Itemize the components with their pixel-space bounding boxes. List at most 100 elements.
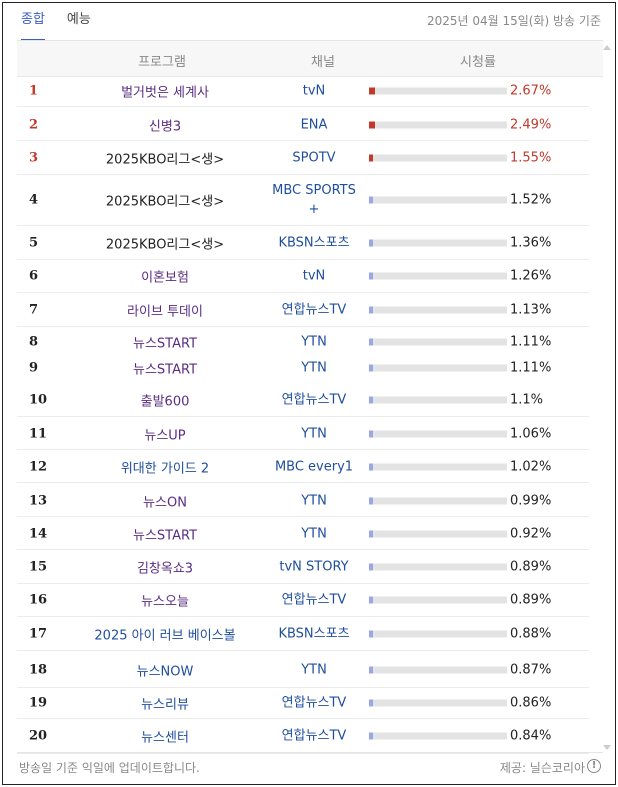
channel-link[interactable]: SPOTV (292, 150, 336, 166)
program-link[interactable]: 뉴스리뷰 (141, 697, 189, 713)
channel-link[interactable]: KBSN스포츠 (278, 235, 350, 251)
rating-value: 1.36% (510, 235, 552, 251)
rank-number: 4 (29, 192, 39, 208)
table-row (17, 483, 589, 517)
table-row (17, 141, 589, 175)
channel-link[interactable]: tvN (302, 268, 326, 284)
program-link[interactable]: 김창옥쇼3 (136, 561, 194, 577)
program-link[interactable]: 출발600 (140, 394, 190, 410)
rating-value: 0.92% (510, 526, 552, 542)
rank-number: 11 (29, 426, 48, 442)
channel-link[interactable]: YTN (301, 426, 327, 442)
rating-value: 0.88% (510, 626, 552, 642)
rating-bar (369, 563, 507, 571)
program-link[interactable]: 뉴스START (132, 336, 198, 352)
rating-bar-fill (369, 430, 373, 438)
channel-link[interactable]: MBC every1 (274, 459, 354, 475)
scroll-up-icon[interactable] (603, 45, 611, 50)
rating-bar-fill (369, 666, 373, 674)
info-icon[interactable]: ! (587, 759, 601, 773)
rating-bar-fill (369, 732, 373, 740)
rating-bar (369, 430, 507, 438)
table-row (17, 260, 589, 293)
rating-bar-fill (369, 272, 373, 280)
rating-value: 1.06% (510, 426, 552, 442)
channel-link[interactable]: tvN (302, 83, 326, 99)
rating-bar-fill (369, 306, 373, 314)
channel-link[interactable]: 연합뉴스TV (281, 695, 347, 711)
rating-value: 0.99% (510, 493, 552, 509)
rating-value: 1.26% (510, 268, 552, 284)
rating-bar (369, 306, 507, 314)
rating-bar (369, 732, 507, 740)
program-link[interactable]: 뉴스NOW (136, 664, 194, 680)
rating-bar (369, 87, 507, 95)
table-row (17, 383, 589, 417)
program-link[interactable]: 벌거벗은 세계사 (121, 85, 209, 101)
program-link[interactable]: 2025KBO리그<생> (105, 237, 225, 253)
rating-bar (369, 666, 507, 674)
channel-link[interactable]: KBSN스포츠 (278, 626, 350, 642)
rating-value: 1.55% (510, 150, 552, 166)
program-link[interactable]: 신병3 (148, 119, 182, 135)
program-link[interactable]: 2025KBO리그<생> (105, 152, 225, 168)
channel-link[interactable]: 연합뉴스TV (281, 302, 347, 318)
channel-link[interactable]: YTN (301, 334, 327, 350)
rating-bar-fill (369, 563, 373, 571)
program-link[interactable]: 위대한 가이드 2 (120, 461, 210, 477)
channel-link[interactable]: YTN (301, 360, 327, 376)
rating-value: 1.11% (510, 334, 552, 350)
rating-value: 2.49% (510, 117, 552, 133)
rating-bar-fill (369, 497, 373, 505)
program-link[interactable]: 라이브 투데이 (127, 304, 203, 320)
program-link[interactable]: 이혼보험 (141, 270, 189, 286)
rating-value: 0.87% (510, 662, 552, 678)
rank-number: 12 (29, 459, 48, 475)
rating-bar (369, 364, 507, 372)
tab-entertainment[interactable]: 예능 (66, 12, 91, 27)
divider (17, 40, 603, 41)
broadcast-date: 2025년 04월 15일(화) 방송 기준 (426, 14, 601, 28)
scroll-down-icon[interactable] (603, 745, 611, 750)
table-row (17, 651, 589, 688)
program-link[interactable]: 2025 아이 러브 베이스볼 (94, 628, 236, 644)
rating-bar-fill (369, 121, 375, 129)
program-link[interactable]: 뉴스오늘 (141, 594, 189, 610)
rating-value: 0.89% (510, 592, 552, 608)
channel-link[interactable]: YTN (301, 493, 327, 509)
tab-overall[interactable]: 종합 (21, 3, 45, 41)
rating-bar-fill (369, 196, 373, 204)
rank-number: 19 (29, 695, 48, 711)
rating-bar (369, 596, 507, 604)
channel-link[interactable]: tvN STORY (279, 559, 349, 575)
table-row (17, 550, 589, 584)
program-link[interactable]: 2025KBO리그<생> (105, 194, 225, 210)
column-channel: 채널 (311, 55, 335, 70)
divider (17, 752, 603, 753)
program-link[interactable]: 뉴스센터 (141, 730, 189, 746)
program-link[interactable]: 뉴스START (132, 362, 198, 378)
channel-link[interactable]: YTN (301, 526, 327, 542)
rating-bar (369, 239, 507, 247)
channel-link[interactable]: 연합뉴스TV (281, 592, 347, 608)
rank-number: 20 (29, 728, 48, 744)
rank-number: 1 (29, 83, 39, 99)
rank-number: 7 (29, 302, 39, 318)
rank-number: 10 (29, 392, 48, 408)
program-link[interactable]: 뉴스START (132, 528, 198, 544)
rating-bar (369, 630, 507, 638)
rating-bar (369, 338, 507, 346)
channel-link[interactable]: ENA (300, 117, 328, 133)
program-link[interactable]: 뉴스UP (144, 428, 186, 444)
rating-bar-fill (369, 699, 373, 707)
rating-value: 1.52% (510, 192, 552, 208)
rating-bar (369, 699, 507, 707)
rank-number: 15 (29, 559, 48, 575)
rating-value: 0.89% (510, 559, 552, 575)
channel-link[interactable]: YTN (301, 662, 327, 678)
table-row (17, 753, 589, 754)
program-link[interactable]: 뉴스ON (143, 495, 187, 511)
channel-link[interactable]: 연합뉴스TV (281, 728, 347, 744)
channel-link[interactable]: MBC SPORTS+ (272, 183, 356, 217)
channel-link[interactable]: 연합뉴스TV (281, 392, 347, 408)
